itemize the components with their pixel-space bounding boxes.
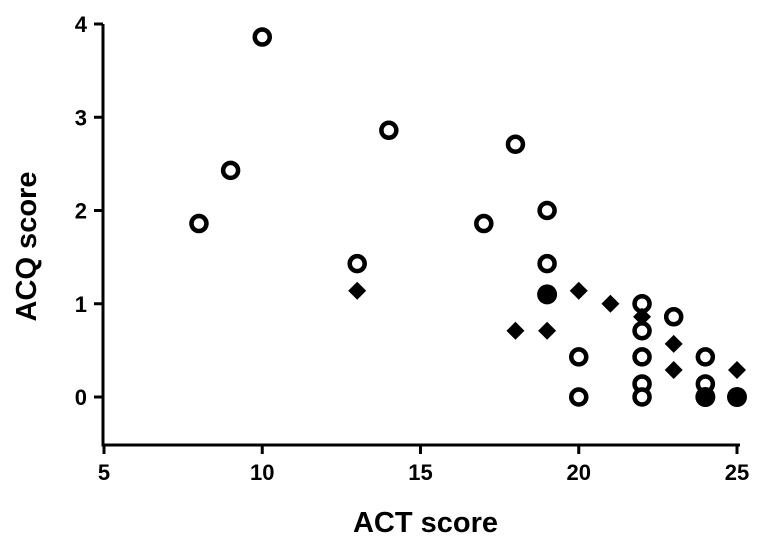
y-tick-label: 3 [75,105,87,130]
point-filled-diamond [538,321,557,340]
point-filled-diamond [728,360,746,379]
point-open-circle [537,253,557,274]
point-open-circle [632,387,652,407]
point-open-circle [695,347,716,367]
point-filled-diamond [348,281,367,300]
point-filled-diamond [633,307,652,326]
y-axis-title: ACQ score [11,172,43,322]
point-open-circle [632,347,652,367]
point-open-circle [505,134,526,155]
x-tick-label: 5 [98,460,110,485]
point-open-circle [252,27,272,47]
point-open-circle [379,120,399,141]
point-filled-diamond [601,294,620,313]
point-filled-circle [537,284,558,305]
x-tick-label: 10 [250,460,274,485]
point-filled-diamond [569,281,588,300]
point-open-circle [347,253,367,274]
y-tick-label: 1 [75,292,87,317]
point-open-circle [663,307,684,327]
point-open-circle [569,347,589,367]
y-tick-label: 4 [75,12,88,37]
x-tick-label: 20 [567,460,591,485]
point-open-circle [537,200,557,221]
x-tick-label: 25 [725,460,749,485]
point-open-circle [474,213,494,234]
point-filled-diamond [664,334,683,353]
data-points [189,27,747,407]
point-filled-circle [727,387,747,407]
point-open-circle [220,160,241,181]
point-open-circle [189,213,209,234]
x-axis-title: ACT score [353,507,498,539]
point-filled-circle [695,387,716,407]
axes: 5 10 15 20 25 0 1 2 3 4 [75,12,749,485]
point-filled-diamond [664,360,683,379]
x-tick-label: 15 [408,460,432,485]
y-tick-label: 0 [75,385,87,410]
y-tick-label: 2 [75,199,87,224]
point-open-circle [569,387,589,407]
point-filled-diamond [506,321,525,340]
